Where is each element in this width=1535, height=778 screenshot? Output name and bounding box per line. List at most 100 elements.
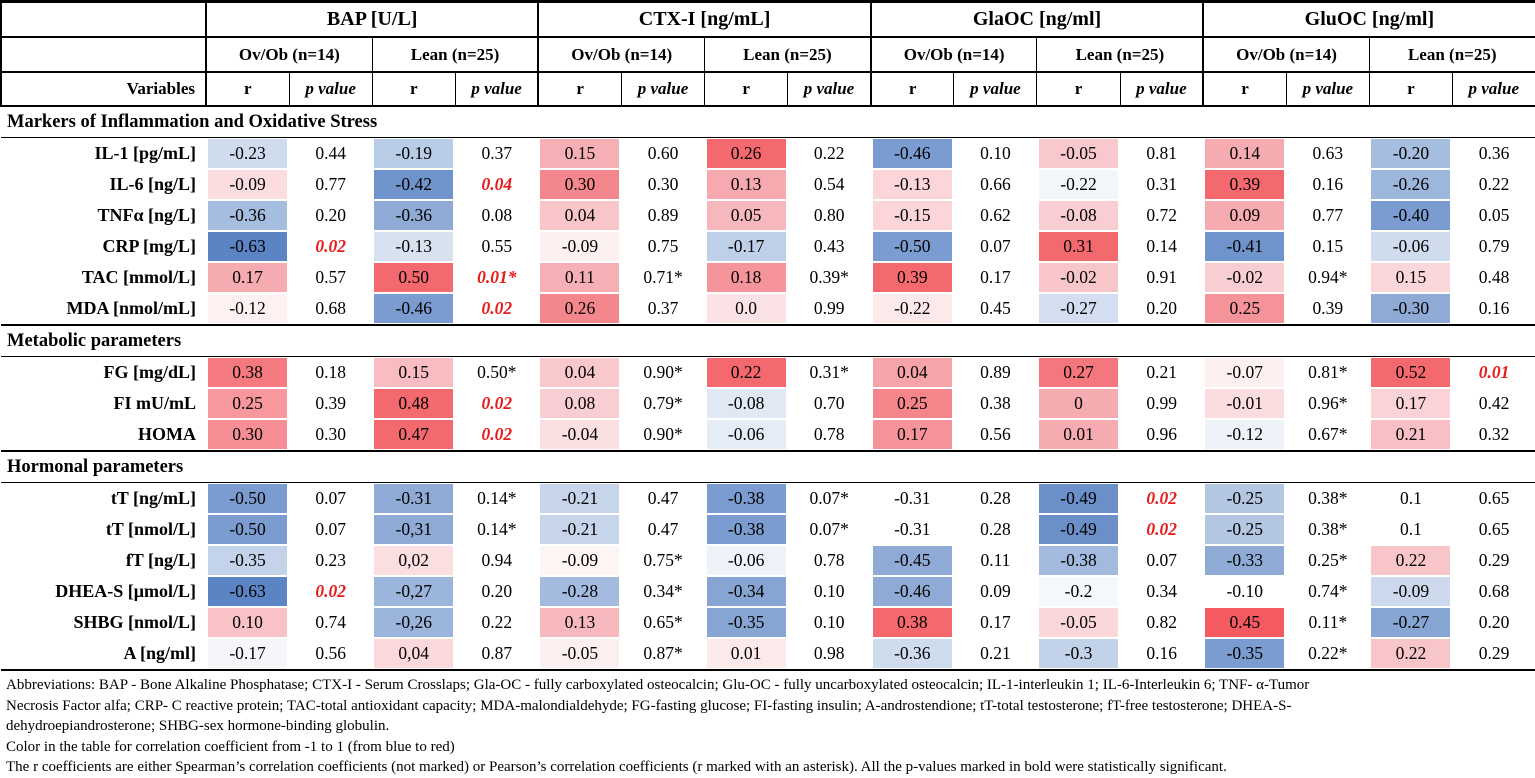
- table-row: tT [ng/mL] -0.50 0.07 -0.31 0.14* -0.21 0.47 -0…: [1, 483, 1535, 515]
- p-value-cell: 0.22: [813, 143, 845, 163]
- r-cell: 0.26: [705, 138, 788, 170]
- r-cell: -0.12: [1203, 419, 1286, 451]
- p-value-cell: 0.30: [647, 174, 679, 194]
- p-value-cell: 0.31: [1146, 174, 1177, 194]
- p-value-cell: 0.99: [813, 298, 845, 318]
- p-value-cell: 0.90*: [643, 424, 683, 444]
- variables-header: Variables: [0, 72, 206, 107]
- r-header: r: [537, 72, 622, 107]
- p-value-cell: 0.47: [647, 519, 679, 539]
- r-cell: 0.22: [1369, 638, 1452, 670]
- group-header: BAP [U/L]: [204, 1, 539, 38]
- p-value-cell: 0.14*: [477, 519, 517, 539]
- p-value-cell: 0.66: [980, 174, 1011, 194]
- r-cell: -0.27: [1369, 607, 1452, 638]
- p-value-cell: 0.20: [315, 205, 346, 225]
- table-header: BAP [U/L] CTX-I [ng/mL] GlaOC [ng/ml] GluOC…: [0, 1, 1535, 107]
- row-label: A [ng/ml]: [123, 643, 196, 663]
- r-cell: -0.02: [1037, 262, 1120, 293]
- r-cell: -0.41: [1203, 231, 1286, 262]
- r-cell: -0.02: [1203, 262, 1286, 293]
- p-value-cell: 0.62: [980, 205, 1011, 225]
- p-value-cell: 0.42: [1478, 393, 1510, 413]
- r-cell: 0.05: [705, 200, 788, 231]
- table-row: IL-1 [pg/mL] -0.23 0.44 -0.19 0.37 0.15 0.60 0.…: [1, 138, 1535, 170]
- r-cell: -0.38: [705, 483, 788, 515]
- subgroup-header: Ov/Ob (n=14): [1202, 37, 1370, 73]
- r-cell: -0.50: [206, 514, 289, 545]
- p-value-cell: 0.71*: [643, 267, 683, 287]
- r-cell: 0.17: [1369, 388, 1452, 419]
- p-value-cell: 0.20: [1478, 612, 1510, 632]
- section-row: Markers of Inflammation and Oxidative St…: [1, 105, 1535, 138]
- r-cell: 0.1: [1400, 519, 1422, 539]
- r-cell: -0.35: [705, 607, 788, 638]
- p-value-cell: 0.89: [647, 205, 679, 225]
- p-value-cell: 0.29: [1478, 550, 1510, 570]
- p-value-cell: 0.21: [980, 643, 1011, 663]
- r-cell: -0.40: [1369, 200, 1452, 231]
- p-value-cell: 0.25*: [1308, 550, 1348, 570]
- p-value-header: p value: [454, 72, 539, 107]
- r-cell: -0.35: [206, 545, 289, 576]
- p-value-cell: 0.07: [1146, 550, 1177, 570]
- header-row-groups: BAP [U/L] CTX-I [ng/mL] GlaOC [ng/ml] GluOC…: [0, 1, 1535, 38]
- r-cell: -0.3: [1037, 638, 1120, 670]
- p-value-cell: 0.28: [980, 519, 1011, 539]
- r-cell: -0.04: [538, 419, 621, 451]
- r-cell: 0.45: [1203, 607, 1286, 638]
- r-header: r: [1036, 72, 1121, 107]
- r-cell: 0.22: [1369, 545, 1452, 576]
- section-row: Metabolic parameters: [1, 324, 1535, 357]
- row-label: TAC [mmol/L]: [81, 267, 196, 287]
- p-value-cell: 0.39: [1312, 298, 1344, 318]
- footnote-line: Color in the table for correlation coeff…: [6, 738, 455, 755]
- r-cell: 0.04: [538, 200, 621, 231]
- p-value-cell: 0.29: [1478, 643, 1510, 663]
- table-row: TNFα [ng/L] -0.36 0.20 -0.36 0.08 0.04 0.89 0.0…: [1, 200, 1535, 231]
- p-value-cell: 0.32: [1478, 424, 1510, 444]
- r-cell: -0.22: [871, 293, 954, 325]
- header-row-stats: Variables r p value r p value r p value r p valu…: [0, 72, 1535, 107]
- p-value-cell: 0.56: [315, 643, 346, 663]
- section-title: Metabolic parameters: [1, 324, 1535, 357]
- r-cell: 0.1: [1400, 488, 1422, 508]
- r-header: r: [204, 72, 290, 107]
- r-cell: 0.38: [871, 607, 954, 638]
- p-value-cell: 0.22: [481, 612, 513, 632]
- subgroup-header: Ov/Ob (n=14): [869, 37, 1037, 73]
- p-value-cell: 0.90*: [643, 362, 683, 382]
- r-cell: -0.50: [871, 231, 954, 262]
- p-value-cell: 0.02: [315, 236, 346, 256]
- p-value-cell: 0.68: [1478, 581, 1510, 601]
- p-value-cell: 0.14: [1146, 236, 1177, 256]
- corner-cell: [0, 37, 206, 73]
- r-cell: -0,31: [372, 514, 455, 545]
- r-cell: -0.28: [538, 576, 621, 607]
- r-cell: -0.35: [1203, 638, 1286, 670]
- p-value-cell: 0.28: [980, 488, 1011, 508]
- r-cell: -0.22: [1037, 169, 1120, 200]
- p-value-cell: 0.11: [980, 550, 1011, 570]
- r-cell: -0.26: [1369, 169, 1452, 200]
- p-value-cell: 0.48: [1478, 267, 1510, 287]
- r-header: r: [704, 72, 788, 107]
- p-value-cell: 0.87: [481, 643, 513, 663]
- r-cell: -0.25: [1203, 514, 1286, 545]
- p-value-cell: 0.20: [481, 581, 513, 601]
- r-cell: 0.39: [871, 262, 954, 293]
- corner-cell: [0, 1, 206, 38]
- table-row: A [ng/ml] -0.17 0.56 0,04 0.87 -0.05 0.87* 0.01…: [1, 638, 1535, 670]
- r-cell: -0.13: [871, 169, 954, 200]
- table-row: fT [ng/L] -0.35 0.23 0,02 0.94 -0.09 0.75* -0.0…: [1, 545, 1535, 576]
- p-value-cell: 0.75: [647, 236, 679, 256]
- r-cell: 0.09: [1203, 200, 1286, 231]
- p-value-cell: 0.38*: [1308, 519, 1348, 539]
- row-label: DHEA-S [μmol/L]: [55, 581, 196, 601]
- r-cell: -0.36: [871, 638, 954, 670]
- p-value-cell: 0.94: [481, 550, 513, 570]
- r-cell: 0.39: [1203, 169, 1286, 200]
- p-value-cell: 0.96: [1146, 424, 1177, 444]
- table-row: IL-6 [ng/L] -0.09 0.77 -0.42 0.04 0.30 0.30 0.1…: [1, 169, 1535, 200]
- p-value-cell: 0.14*: [477, 488, 517, 508]
